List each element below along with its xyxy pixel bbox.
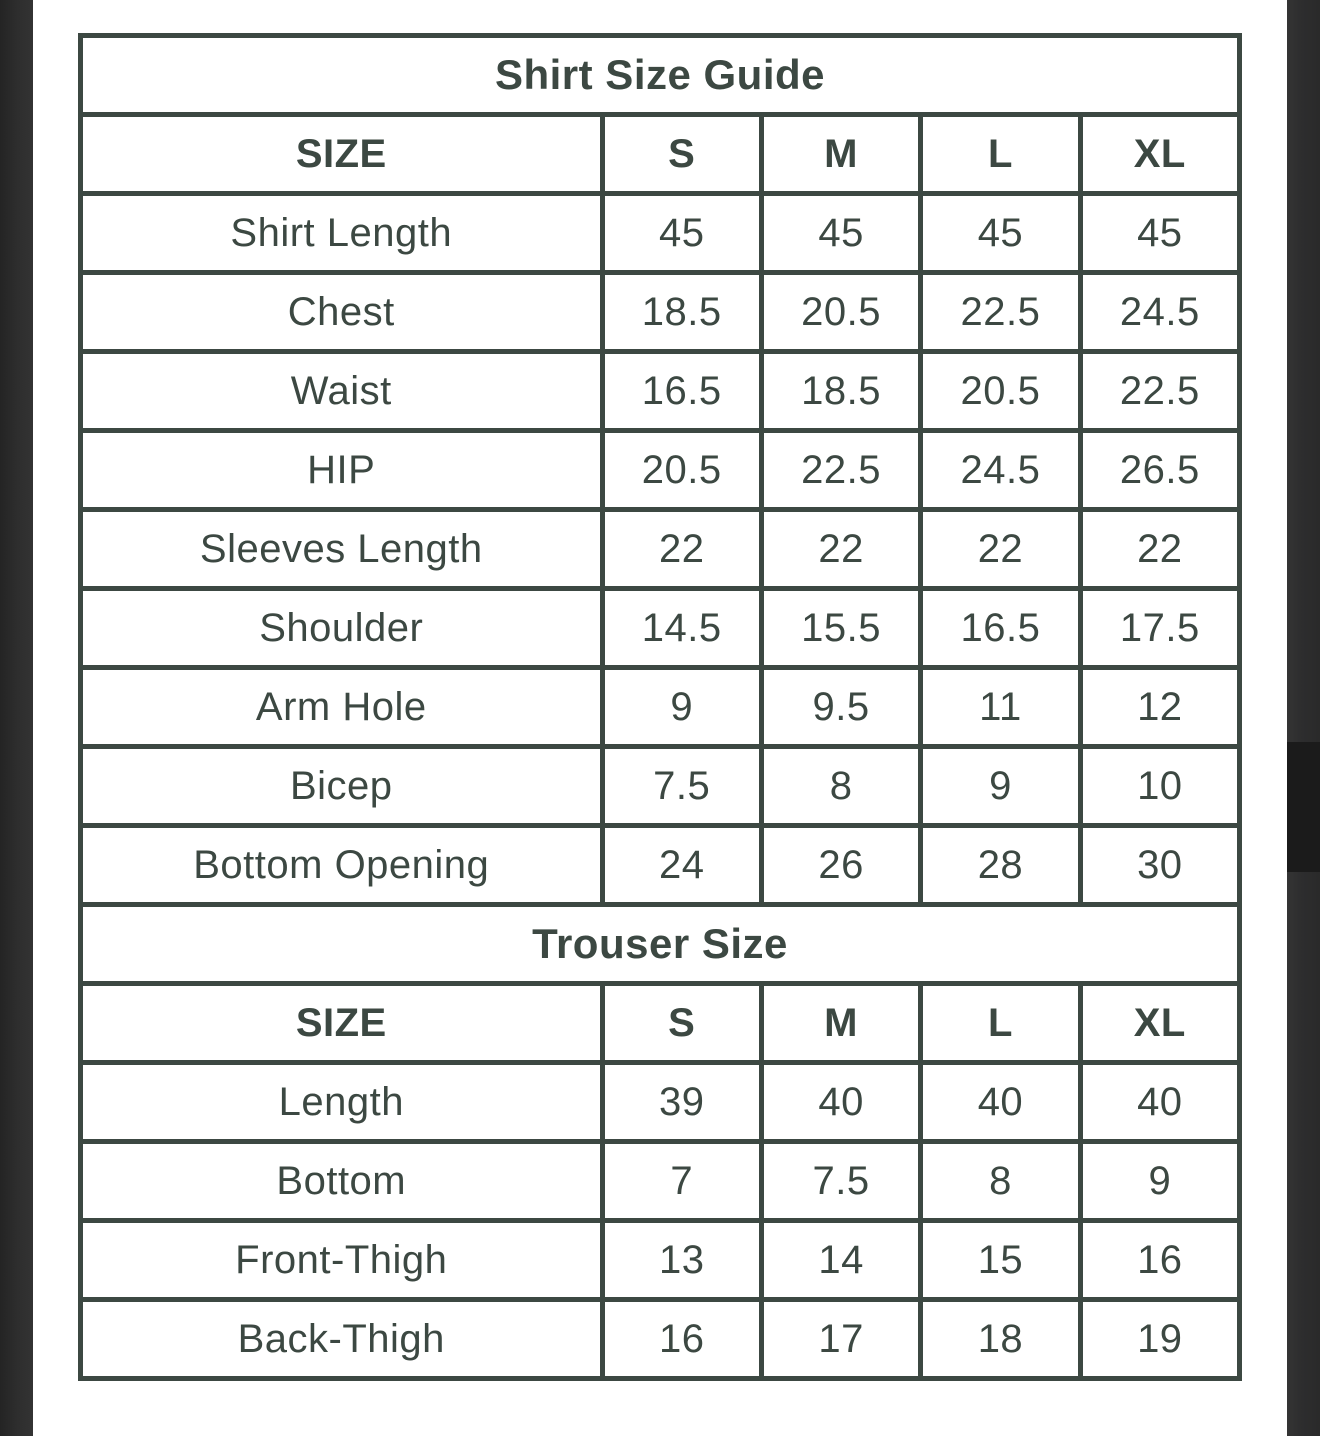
cell-value: 45 <box>758 191 924 275</box>
cell-value: 39 <box>599 1060 764 1144</box>
cell-value: 45 <box>918 191 1083 275</box>
trouser-title-row: Trouser Size <box>78 902 1242 986</box>
column-header-size: SIZE <box>78 981 605 1065</box>
cell-value: 7.5 <box>758 1139 924 1223</box>
cell-value: 45 <box>599 191 764 275</box>
table-row: HIP 20.5 22.5 24.5 26.5 <box>78 428 1243 512</box>
cell-value: 22 <box>918 507 1083 591</box>
cell-value: 20.5 <box>599 428 764 512</box>
cell-value: 20.5 <box>918 349 1083 433</box>
cell-value: 40 <box>758 1060 924 1144</box>
table-row: Shoulder 14.5 15.5 16.5 17.5 <box>78 586 1243 670</box>
column-header-s: S <box>599 112 764 196</box>
table-row: Length 39 40 40 40 <box>78 1060 1243 1144</box>
cell-value: 13 <box>599 1218 764 1302</box>
shirt-title-row: Shirt Size Guide <box>78 33 1242 117</box>
cell-value: 30 <box>1077 823 1243 907</box>
table-row: Front-Thigh 13 14 15 16 <box>78 1218 1243 1302</box>
table-row: Waist 16.5 18.5 20.5 22.5 <box>78 349 1243 433</box>
cell-value: 16 <box>1077 1218 1243 1302</box>
cell-value: 14.5 <box>599 586 764 670</box>
cell-value: 8 <box>918 1139 1083 1223</box>
row-label: Shoulder <box>78 586 605 670</box>
cell-value: 24.5 <box>1077 270 1243 354</box>
column-header-m: M <box>758 981 924 1065</box>
column-header-s: S <box>599 981 764 1065</box>
column-header-m: M <box>758 112 924 196</box>
cell-value: 45 <box>1077 191 1243 275</box>
cell-value: 10 <box>1077 744 1243 828</box>
scrollbar-thumb[interactable] <box>1287 742 1320 872</box>
row-label: Bottom Opening <box>78 823 605 907</box>
cell-value: 12 <box>1077 665 1243 749</box>
cell-value: 26 <box>758 823 924 907</box>
cell-value: 26.5 <box>1077 428 1243 512</box>
cell-value: 16 <box>599 1297 764 1381</box>
cell-value: 40 <box>1077 1060 1243 1144</box>
cell-value: 22 <box>599 507 764 591</box>
row-label: Waist <box>78 349 605 433</box>
cell-value: 11 <box>918 665 1083 749</box>
row-label: Sleeves Length <box>78 507 605 591</box>
row-label: Chest <box>78 270 605 354</box>
row-label: Front-Thigh <box>78 1218 605 1302</box>
row-label: Arm Hole <box>78 665 605 749</box>
column-header-l: L <box>918 112 1083 196</box>
cell-value: 22 <box>758 507 924 591</box>
row-label: Bicep <box>78 744 605 828</box>
table-row: Bicep 7.5 8 9 10 <box>78 744 1243 828</box>
table-row: Bottom 7 7.5 8 9 <box>78 1139 1243 1223</box>
cell-value: 22 <box>1077 507 1243 591</box>
column-header-size: SIZE <box>78 112 605 196</box>
table-row: Chest 18.5 20.5 22.5 24.5 <box>78 270 1243 354</box>
cell-value: 22.5 <box>758 428 924 512</box>
cell-value: 9 <box>918 744 1083 828</box>
table-row: Shirt Length 45 45 45 45 <box>78 191 1243 275</box>
cell-value: 15.5 <box>758 586 924 670</box>
cell-value: 9 <box>599 665 764 749</box>
table-row: Arm Hole 9 9.5 11 12 <box>78 665 1243 749</box>
cell-value: 19 <box>1077 1297 1243 1381</box>
row-label: Bottom <box>78 1139 605 1223</box>
cell-value: 15 <box>918 1218 1083 1302</box>
row-label: Back-Thigh <box>78 1297 605 1381</box>
right-letterbox-bar <box>1287 0 1320 1436</box>
trouser-table-title: Trouser Size <box>78 902 1242 986</box>
cell-value: 24.5 <box>918 428 1083 512</box>
cell-value: 7.5 <box>599 744 764 828</box>
shirt-table-title: Shirt Size Guide <box>78 33 1242 117</box>
table-row: Bottom Opening 24 26 28 30 <box>78 823 1243 907</box>
cell-value: 18 <box>918 1297 1083 1381</box>
cell-value: 14 <box>758 1218 924 1302</box>
cell-value: 8 <box>758 744 924 828</box>
size-guide-table: Shirt Size Guide SIZE S M L XL Shirt Len… <box>78 33 1243 1381</box>
cell-value: 16.5 <box>599 349 764 433</box>
cell-value: 16.5 <box>918 586 1083 670</box>
cell-value: 17.5 <box>1077 586 1243 670</box>
table-row: Sleeves Length 22 22 22 22 <box>78 507 1243 591</box>
cell-value: 18.5 <box>758 349 924 433</box>
cell-value: 17 <box>758 1297 924 1381</box>
cell-value: 22.5 <box>1077 349 1243 433</box>
left-letterbox-bar <box>0 0 33 1436</box>
row-label: Shirt Length <box>78 191 605 275</box>
column-header-l: L <box>918 981 1083 1065</box>
cell-value: 7 <box>599 1139 764 1223</box>
cell-value: 20.5 <box>758 270 924 354</box>
cell-value: 22.5 <box>918 270 1083 354</box>
cell-value: 40 <box>918 1060 1083 1144</box>
cell-value: 18.5 <box>599 270 764 354</box>
cell-value: 9 <box>1077 1139 1243 1223</box>
row-label: Length <box>78 1060 605 1144</box>
table-row: Back-Thigh 16 17 18 19 <box>78 1297 1243 1381</box>
shirt-header-row: SIZE S M L XL <box>78 112 1243 196</box>
cell-value: 24 <box>599 823 764 907</box>
trouser-header-row: SIZE S M L XL <box>78 981 1243 1065</box>
row-label: HIP <box>78 428 605 512</box>
column-header-xl: XL <box>1077 112 1243 196</box>
cell-value: 28 <box>918 823 1083 907</box>
cell-value: 9.5 <box>758 665 924 749</box>
column-header-xl: XL <box>1077 981 1243 1065</box>
